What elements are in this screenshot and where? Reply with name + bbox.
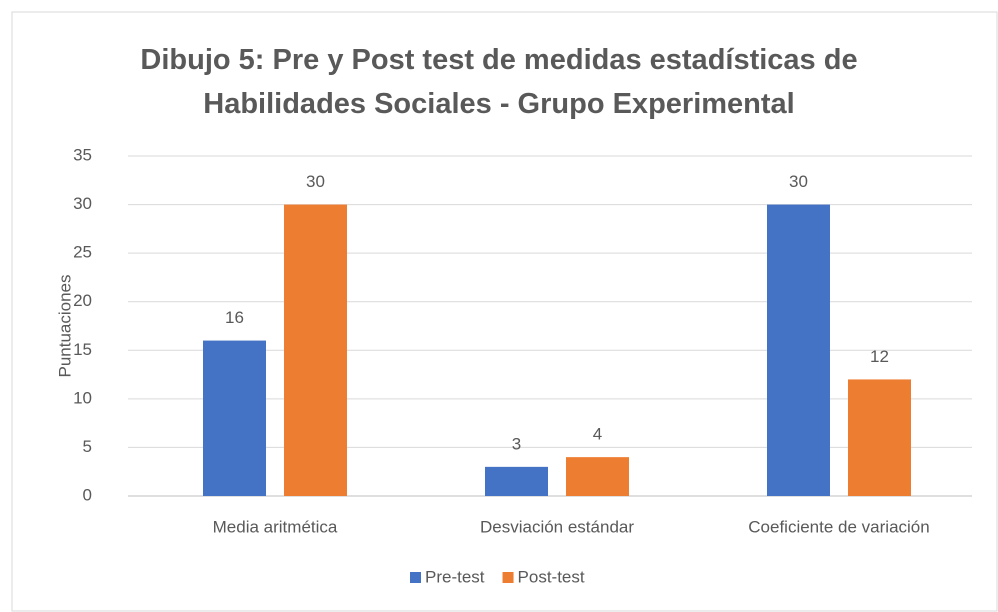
chart-title: Dibujo 5: Pre y Post test de medidas est… [140,44,858,120]
data-label: 12 [870,347,889,366]
x-tick-label: Desviación estándar [480,517,634,536]
data-label: 30 [789,172,808,191]
y-tick-label: 15 [73,340,92,359]
data-label: 3 [512,434,521,453]
y-tick-label: 5 [83,437,92,456]
bar [767,204,830,497]
bar [566,457,629,496]
bar [848,379,911,496]
legend-swatch [502,572,514,583]
legend-swatch [410,572,421,583]
data-label: 16 [225,308,244,327]
bar [203,340,266,496]
y-axis-label: Puntuaciones [55,274,74,377]
y-tick-label: 10 [73,388,92,407]
x-tick-label: Media aritmética [213,517,338,536]
legend-label: Post-test [518,567,585,586]
chart-border [11,11,998,612]
y-tick-label: 25 [73,243,92,262]
data-label: 4 [593,425,602,444]
legend-label: Pre-test [425,567,485,586]
y-tick-label: 30 [73,194,92,213]
bar [284,204,347,497]
data-label: 30 [306,172,325,191]
y-tick-label: 20 [73,291,92,310]
x-tick-label: Coeficiente de variación [748,517,929,536]
bar [485,466,548,496]
y-tick-label: 35 [73,145,92,164]
y-tick-label: 0 [83,485,92,504]
